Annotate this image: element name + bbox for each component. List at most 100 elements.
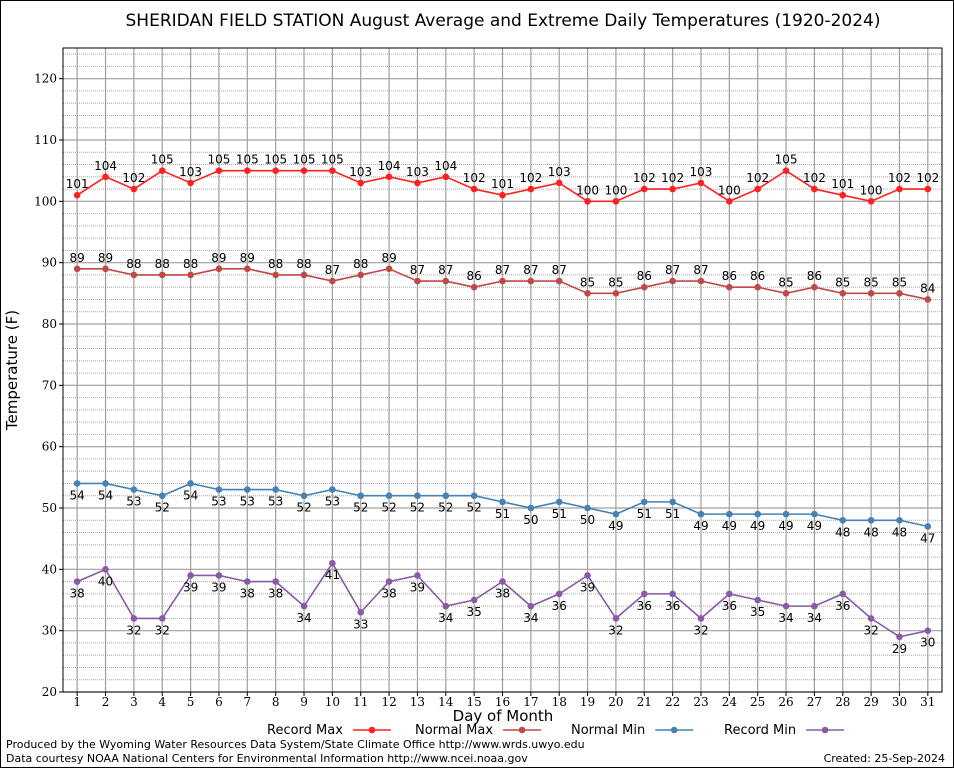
record-min-point [754, 596, 761, 604]
normal-max-data-label: 85 [778, 275, 793, 289]
footer-producer: Produced by the Wyoming Water Resources … [6, 738, 585, 751]
record-max-data-label: 102 [463, 171, 486, 185]
normal-max-data-label: 87 [325, 263, 340, 277]
normal-min-point [442, 492, 450, 500]
record-min-point [839, 590, 847, 598]
record-max-point [300, 167, 308, 174]
normal-min-point [102, 480, 109, 487]
record-min-data-label: 36 [835, 599, 850, 613]
record-max-data-label: 100 [604, 183, 627, 197]
record-max-point [584, 198, 591, 205]
record-max-point [555, 179, 563, 187]
normal-min-point [782, 510, 790, 518]
y-tick-label: 20 [42, 685, 57, 699]
record-min-data-label: 29 [892, 642, 907, 656]
normal-max-point [697, 277, 705, 285]
x-tick-label: 31 [920, 695, 935, 709]
normal-max-point [612, 290, 620, 297]
normal-min-point [697, 510, 705, 518]
x-tick-label: 30 [892, 695, 907, 709]
normal-max-data-label: 88 [268, 257, 283, 271]
normal-min-point [329, 486, 336, 493]
record-max-point [527, 185, 535, 193]
normal-min-data-label: 53 [240, 495, 255, 509]
normal-min-point [811, 510, 818, 518]
normal-min-data-label: 53 [325, 495, 340, 509]
record-min-point [697, 615, 705, 622]
y-tick-label: 40 [42, 562, 57, 576]
record-max-point [470, 185, 478, 193]
normal-max-point [272, 271, 279, 279]
normal-min-point [357, 492, 365, 500]
normal-min-data-label: 50 [580, 513, 595, 527]
normal-min-point [470, 492, 478, 500]
record-min-data-label: 32 [693, 623, 708, 637]
record-min-point [782, 602, 790, 610]
record-min-point [187, 572, 194, 579]
record-min-point [470, 596, 478, 604]
record-max-data-label: 103 [349, 165, 372, 179]
record-max-point [896, 185, 903, 193]
normal-max-point [244, 265, 251, 273]
record-max-point [669, 185, 676, 193]
normal-max-point [414, 277, 421, 285]
normal-min-point [612, 510, 620, 518]
x-tick-label: 25 [750, 695, 765, 709]
normal-min-point [499, 498, 506, 506]
legend-label-record-max: Record Max [267, 723, 343, 738]
normal-max-data-label: 87 [495, 263, 510, 277]
x-tick-label: 10 [325, 695, 340, 709]
normal-min-data-label: 49 [722, 519, 737, 533]
record-min-data-label: 35 [467, 605, 482, 619]
record-min-data-label: 39 [183, 580, 198, 594]
normal-min-data-label: 49 [608, 519, 623, 533]
x-tick-label: 15 [467, 695, 482, 709]
record-max-point [499, 191, 506, 199]
normal-min-point [555, 498, 563, 506]
record-min-point [357, 608, 365, 616]
normal-min-data-label: 54 [98, 488, 113, 502]
normal-max-point [669, 277, 676, 285]
record-max-point [811, 185, 818, 193]
normal-max-point [102, 265, 109, 273]
record-min-data-label: 38 [268, 587, 283, 601]
normal-max-data-label: 85 [580, 275, 595, 289]
normal-min-point [640, 498, 648, 506]
normal-min-point [924, 523, 932, 530]
y-tick-label: 30 [42, 624, 57, 638]
normal-min-point [584, 504, 591, 512]
record-min-data-label: 32 [126, 623, 141, 637]
normal-max-data-label: 89 [240, 251, 255, 265]
normal-max-point [726, 283, 733, 291]
record-max-data-label: 103 [406, 165, 429, 179]
x-tick-label: 24 [722, 695, 738, 709]
record-max-point [187, 179, 194, 187]
x-tick-label: 4 [158, 695, 166, 709]
normal-min-point [896, 516, 903, 524]
normal-max-data-label: 89 [381, 251, 396, 265]
normal-min-data-label: 52 [410, 501, 425, 515]
normal-min-point [385, 492, 393, 500]
record-max-data-label: 105 [293, 153, 316, 167]
record-min-point [527, 602, 535, 610]
record-max-data-label: 103 [548, 165, 571, 179]
normal-min-data-label: 54 [70, 488, 85, 502]
record-min-data-label: 38 [240, 587, 255, 601]
y-tick-label: 70 [42, 378, 57, 392]
normal-min-data-label: 52 [438, 501, 453, 515]
record-max-point [640, 185, 648, 193]
record-min-point [329, 559, 336, 567]
normal-max-point [187, 271, 194, 279]
x-tick-label: 8 [272, 695, 280, 709]
record-min-data-label: 39 [211, 580, 226, 594]
normal-max-data-label: 86 [467, 269, 482, 283]
legend-marker-normal-max [518, 726, 526, 734]
record-max-point [754, 185, 761, 193]
record-min-point [215, 572, 223, 579]
normal-max-point [584, 290, 591, 297]
normal-min-data-label: 51 [495, 507, 510, 521]
record-min-point [414, 572, 421, 579]
record-min-point [73, 578, 81, 585]
record-max-data-label: 101 [831, 177, 854, 191]
